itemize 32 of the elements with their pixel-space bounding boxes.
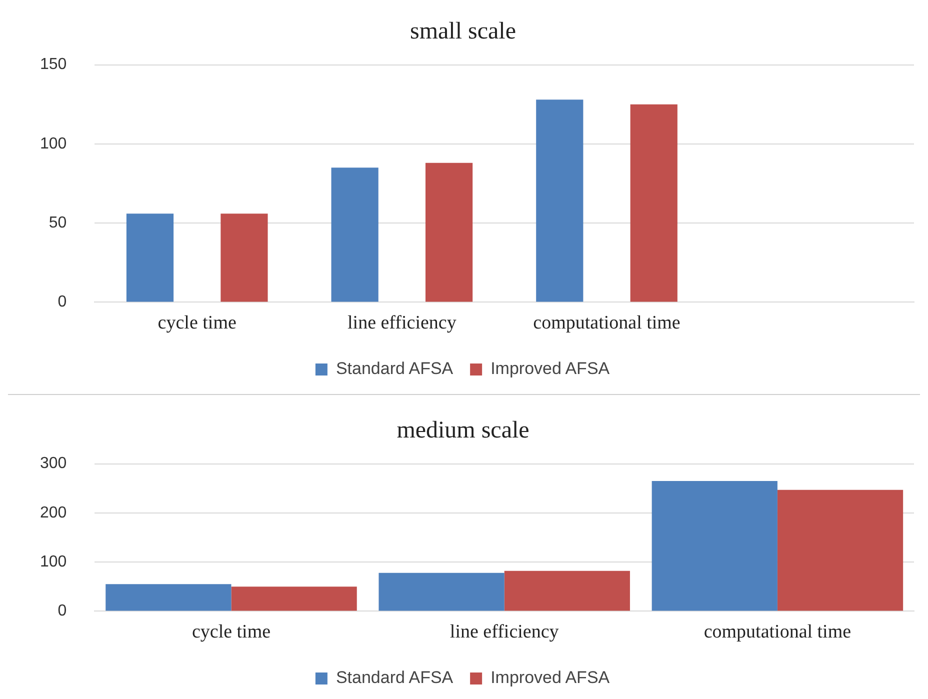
x-tick-label: line efficiency <box>450 622 560 643</box>
legend-label: Standard AFSA <box>336 668 454 688</box>
y-tick-label: 0 <box>58 602 67 620</box>
x-tick-label: line efficiency <box>348 312 457 334</box>
bar <box>331 168 378 302</box>
legend-label: Improved AFSA <box>490 359 610 378</box>
x-tick-label: computational time <box>533 312 680 334</box>
bar <box>220 214 268 302</box>
x-tick-label: cycle time <box>158 312 236 334</box>
bar <box>126 214 174 302</box>
bar <box>504 570 630 611</box>
x-tick-label: computational time <box>704 622 852 643</box>
legend-label: Standard AFSA <box>336 359 454 378</box>
y-tick-label: 100 <box>40 553 67 570</box>
bar <box>536 100 584 302</box>
bar <box>231 586 357 611</box>
bar <box>378 572 504 611</box>
bar <box>630 104 678 302</box>
y-tick-label: 50 <box>48 214 67 232</box>
y-tick-label: 300 <box>40 455 67 472</box>
y-tick-label: 150 <box>40 56 67 74</box>
bar <box>425 162 473 302</box>
bar <box>106 584 232 611</box>
y-tick-label: 200 <box>40 504 67 522</box>
y-tick-label: 100 <box>40 135 67 152</box>
y-tick-label: 0 <box>58 294 67 311</box>
bar <box>652 480 778 611</box>
legend-label: Improved AFSA <box>490 668 610 688</box>
x-tick-label: cycle time <box>192 622 271 643</box>
chart-title: small scale <box>410 18 516 45</box>
chart-title: medium scale <box>396 418 530 444</box>
bar <box>777 490 904 611</box>
